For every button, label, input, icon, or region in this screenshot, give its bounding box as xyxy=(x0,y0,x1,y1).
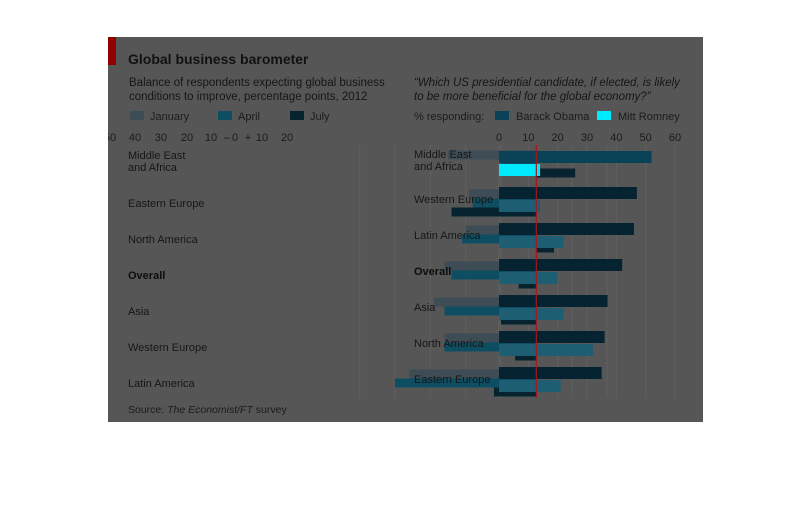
left-subtitle-line2: conditions to improve, percentage points… xyxy=(129,91,367,103)
source-suffix: survey xyxy=(253,404,288,416)
legend-label-january: January xyxy=(150,111,190,123)
bar-right-mitt-romney-western-europe xyxy=(499,200,541,212)
right-category-north-america: North America xyxy=(414,338,485,350)
left-tick-label: – xyxy=(224,132,231,144)
bar-right-barack-obama-north-america xyxy=(499,331,605,343)
right-tick-label: 20 xyxy=(552,132,564,144)
right-axis-prefix: % responding: xyxy=(414,111,484,123)
right-legend: Barack Obama Mitt Romney xyxy=(495,111,680,123)
right-tick-label: 30 xyxy=(581,132,593,144)
right-tick-label: 50 xyxy=(640,132,652,144)
legend-label-july: July xyxy=(310,111,330,123)
left-subtitle-line1: Balance of respondents expecting global … xyxy=(129,77,385,89)
bar-right-barack-obama-western-europe xyxy=(499,187,637,199)
bar-right-barack-obama-asia xyxy=(499,295,608,307)
legend-swatch-barack-obama xyxy=(495,111,509,120)
left-tick-label: 20 xyxy=(281,132,293,144)
left-tick-label: 30 xyxy=(155,132,167,144)
bar-left-july-eastern-europe xyxy=(451,207,537,217)
bar-left-january-asia xyxy=(433,297,537,307)
left-legend: January April July xyxy=(130,111,330,123)
right-category-labels: Middle East and Africa Western Europe Latin… xyxy=(414,149,493,386)
chart-canvas: Global business barometer Balance of res… xyxy=(108,51,681,416)
bar-right-mitt-romney-overall xyxy=(499,272,558,284)
bar-left-january-latin-america xyxy=(409,369,537,379)
right-category-western-europe: Western Europe xyxy=(414,194,493,206)
right-tick-labels: 0 10 20 30 40 50 60 xyxy=(496,132,681,144)
bar-right-mitt-romney-middle-east-and-africa xyxy=(499,164,541,176)
bar-right-barack-obama-eastern-europe xyxy=(499,367,602,379)
left-category-overall: Overall xyxy=(128,270,165,282)
legend-label-barack-obama: Barack Obama xyxy=(516,111,590,123)
legend-label-april: April xyxy=(238,111,260,123)
legend-swatch-july xyxy=(290,111,304,120)
right-bars xyxy=(499,151,652,392)
bar-right-mitt-romney-eastern-europe xyxy=(499,380,561,392)
left-category-labels: Middle East and Africa Eastern Europe North… xyxy=(128,150,207,390)
bar-left-january-overall xyxy=(444,261,537,271)
right-subtitle-line1: “Which US presidential candidate, if ele… xyxy=(414,77,681,89)
legend-swatch-mitt-romney xyxy=(597,111,611,120)
bar-right-mitt-romney-north-america xyxy=(499,344,593,356)
legend-swatch-april xyxy=(218,111,232,120)
left-category-western-europe: Western Europe xyxy=(128,342,207,354)
right-tick-label: 40 xyxy=(610,132,622,144)
right-tick-label: 0 xyxy=(496,132,502,144)
left-tick-label: 10 xyxy=(256,132,268,144)
right-category-asia: Asia xyxy=(414,302,436,314)
left-tick-label: 40 xyxy=(129,132,141,144)
right-category-eastern-europe: Eastern Europe xyxy=(414,374,490,386)
left-tick-label: + xyxy=(245,132,251,144)
bar-right-mitt-romney-latin-america xyxy=(499,236,564,248)
legend-swatch-january xyxy=(130,111,144,120)
left-tick-label: 0 xyxy=(232,132,238,144)
legend-label-mitt-romney: Mitt Romney xyxy=(618,111,680,123)
right-category-latin-america: Latin America xyxy=(414,230,482,242)
brand-marker xyxy=(108,37,116,65)
bar-left-january-western-europe xyxy=(444,333,537,343)
chart-source: Source: The Economist/FT survey xyxy=(128,404,287,416)
bar-right-barack-obama-latin-america xyxy=(499,223,634,235)
source-italic: The Economist/FT xyxy=(167,404,254,416)
left-category-middle-east-and-africa: Middle East and Africa xyxy=(128,150,185,174)
bar-left-july-middle-east-and-africa xyxy=(536,168,576,178)
right-subtitle-line2: to be more beneficial for the global eco… xyxy=(414,91,652,103)
bar-right-mitt-romney-asia xyxy=(499,308,564,320)
bar-left-january-middle-east-and-africa xyxy=(448,150,537,160)
bar-left-april-western-europe xyxy=(444,342,537,352)
bar-right-barack-obama-middle-east-and-africa xyxy=(499,151,652,163)
left-category-north-america: North America xyxy=(128,234,199,246)
left-tick-label: 10 xyxy=(205,132,217,144)
left-tick-label: 20 xyxy=(181,132,193,144)
bar-left-april-latin-america xyxy=(395,378,537,388)
bar-left-april-asia xyxy=(444,306,537,316)
bar-right-barack-obama-overall xyxy=(499,259,623,271)
bar-left-april-overall xyxy=(451,270,537,280)
left-category-eastern-europe: Eastern Europe xyxy=(128,198,204,210)
chart-title: Global business barometer xyxy=(128,51,309,67)
right-tick-label: 60 xyxy=(669,132,681,144)
source-prefix: Source: xyxy=(128,404,167,416)
left-category-asia: Asia xyxy=(128,306,150,318)
right-tick-label: 10 xyxy=(522,132,534,144)
left-tick-label: 50 xyxy=(108,132,116,144)
left-category-latin-america: Latin America xyxy=(128,378,196,390)
right-category-middle-east-and-africa: Middle East and Africa xyxy=(414,149,471,173)
right-category-overall: Overall xyxy=(414,266,451,278)
chart-figure: Global business barometer Balance of res… xyxy=(108,37,703,422)
